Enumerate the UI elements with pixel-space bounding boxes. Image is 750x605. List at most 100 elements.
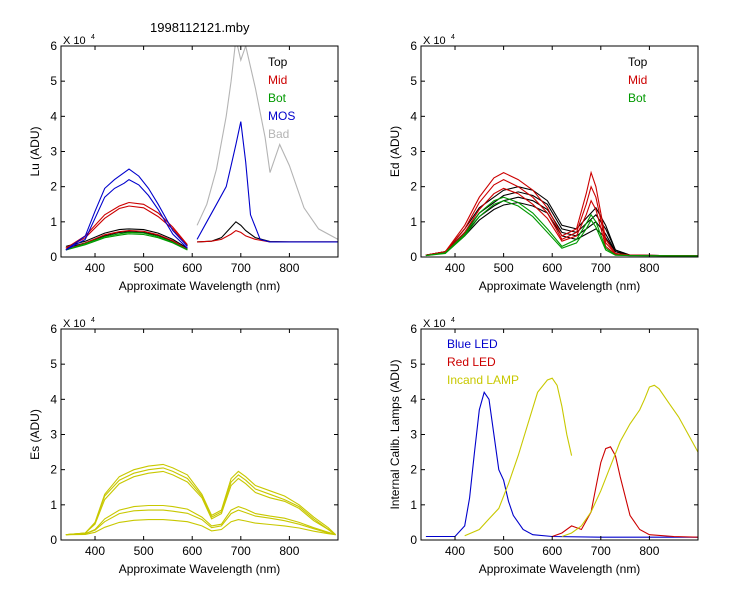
x-tick-label: 700 [231, 261, 251, 275]
legend-entry-bad: Bad [268, 127, 289, 141]
y-exponent-power: 4 [91, 317, 95, 324]
y-tick-label: 4 [50, 392, 57, 406]
x-tick-label: 800 [639, 261, 659, 275]
panel-ed: 400 500 600 700 800 0 1 2 3 4 5 6 X 10 4 Approximate W… [388, 34, 699, 293]
legend-entry-bot: Bot [628, 91, 647, 105]
x-tick-label: 700 [231, 544, 251, 558]
series-line-lamps-3 [561, 384, 698, 538]
x-tick-label: 800 [639, 544, 659, 558]
legend-entry-mos: MOS [268, 109, 295, 123]
series-line-ed-4 [425, 170, 698, 257]
series-line-es-5 [65, 519, 336, 536]
legend-entry-red-led: Red LED [447, 355, 496, 369]
y-axis-label: Es (ADU) [28, 409, 42, 460]
series-line-lamps-2 [464, 377, 573, 537]
x-tick-label: 600 [542, 544, 562, 558]
x-tick-label: 800 [279, 261, 299, 275]
y-tick-label: 4 [410, 392, 417, 406]
series-line-lu-8 [65, 231, 188, 251]
y-tick-label: 5 [50, 357, 57, 371]
y-tick-label: 4 [50, 109, 57, 123]
x-tick-label: 400 [85, 544, 105, 558]
x-tick-label: 700 [591, 544, 611, 558]
series-line-lamps-1 [552, 446, 698, 538]
y-tick-label: 1 [410, 215, 417, 229]
series-line-lu-6 [197, 229, 338, 243]
x-tick-label: 600 [182, 544, 202, 558]
series-line-lu-9 [65, 168, 188, 251]
series-group [65, 46, 338, 251]
series-line-lu-4 [65, 205, 188, 249]
panel-lu: 400 500 600 700 800 0 1 2 3 4 5 6 X 10 4 Approximate W… [28, 34, 339, 293]
panel-es: 400 500 600 700 800 0 1 2 3 4 5 6 X 10 4 Approximate W… [28, 317, 339, 576]
x-tick-label: 500 [494, 261, 514, 275]
y-tick-label: 3 [50, 428, 57, 442]
x-tick-label: 500 [134, 261, 154, 275]
legend-entry-mid: Mid [268, 73, 287, 87]
y-tick-label: 2 [50, 463, 57, 477]
series-group [65, 463, 336, 536]
series-line-es-1 [65, 467, 336, 536]
y-exponent-power: 4 [451, 317, 455, 324]
y-exponent-label: X 10 [63, 35, 86, 47]
panel-lamps: 400 500 600 700 800 0 1 2 3 4 5 6 X 10 4 Approximate W… [388, 317, 699, 576]
y-tick-label: 4 [410, 109, 417, 123]
x-tick-label: 500 [494, 544, 514, 558]
series-line-ed-0 [425, 186, 698, 257]
x-tick-label: 500 [134, 544, 154, 558]
series-line-ed-8 [425, 200, 698, 257]
y-tick-label: 5 [410, 357, 417, 371]
y-tick-label: 6 [50, 322, 57, 336]
y-axis-label: Internal Calib. Lamps (ADU) [388, 359, 402, 509]
x-tick-label: 400 [445, 261, 465, 275]
legend-entry-blue-led: Blue LED [447, 337, 498, 351]
x-tick-label: 800 [279, 544, 299, 558]
y-tick-label: 0 [410, 533, 417, 547]
y-exponent-power: 4 [91, 34, 95, 41]
y-exponent-label: X 10 [423, 35, 446, 47]
plot-frame [60, 328, 339, 541]
y-axis-label: Lu (ADU) [28, 126, 42, 176]
series-line-ed-6 [425, 187, 698, 257]
series-line-lu-2 [197, 221, 338, 243]
figure-title: 1998112121.mby [150, 20, 250, 35]
x-axis-label: Approximate Wavelength (nm) [479, 562, 641, 576]
legend-entry-bot: Bot [268, 91, 287, 105]
series-line-lamps-0 [425, 391, 698, 538]
y-tick-label: 6 [410, 322, 417, 336]
series-line-ed-7 [425, 196, 698, 257]
series-line-es-3 [65, 504, 336, 536]
series-group [425, 377, 698, 538]
x-tick-label: 600 [182, 261, 202, 275]
series-line-lu-10 [65, 178, 188, 251]
y-tick-label: 0 [50, 250, 57, 264]
x-axis-label: Approximate Wavelength (nm) [479, 279, 641, 293]
y-tick-label: 5 [410, 74, 417, 88]
x-tick-label: 400 [445, 544, 465, 558]
legend-entry-incand-lamp: Incand LAMP [447, 373, 519, 387]
y-tick-label: 1 [50, 215, 57, 229]
y-tick-label: 0 [410, 250, 417, 264]
y-tick-label: 2 [410, 180, 417, 194]
x-tick-label: 700 [591, 261, 611, 275]
y-tick-label: 5 [50, 74, 57, 88]
series-line-lu-11 [196, 121, 338, 243]
series-line-lu-5 [65, 230, 188, 251]
x-axis-label: Approximate Wavelength (nm) [119, 279, 281, 293]
y-tick-label: 1 [410, 498, 417, 512]
series-line-es-2 [65, 470, 336, 536]
y-tick-label: 1 [50, 498, 57, 512]
legend-entry-mid: Mid [628, 73, 647, 87]
y-exponent-power: 4 [451, 34, 455, 41]
y-axis-label: Ed (ADU) [388, 126, 402, 177]
legend-entry-top: Top [628, 55, 648, 69]
y-tick-label: 3 [50, 145, 57, 159]
y-exponent-label: X 10 [63, 318, 86, 330]
legend-entry-top: Top [268, 55, 288, 69]
series-group [425, 170, 698, 257]
series-line-lu-0 [65, 228, 188, 249]
y-tick-label: 2 [50, 180, 57, 194]
x-axis-label: Approximate Wavelength (nm) [119, 562, 281, 576]
